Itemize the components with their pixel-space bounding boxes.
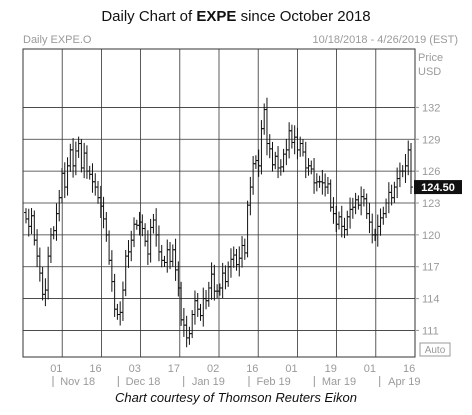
auto-scale-label: Auto (425, 345, 446, 356)
price-axis-title: Price (418, 52, 444, 64)
last-price-label: 124.50 (421, 182, 455, 194)
y-tick-label: 120 (422, 230, 440, 242)
x-month-label: Nov 18 (60, 376, 95, 388)
x-day-label: 16 (403, 363, 415, 375)
ohlc-chart: 111 114 117 120 123 126 129 132 01 16 03 17 02 16 01 19… (22, 48, 462, 388)
auto-scale-button (419, 342, 451, 357)
x-month-label: Mar 19 (322, 376, 356, 388)
x-month-label: Apr 19 (388, 376, 420, 388)
currency-axis-title: USD (418, 66, 442, 78)
ticker-symbol: EXPE (196, 8, 237, 25)
last-price-box (414, 180, 462, 195)
y-tick-label: 114 (422, 294, 440, 306)
x-day-label: 01 (364, 363, 376, 375)
y-tick-label: 111 (422, 325, 439, 337)
y-tick-label: 117 (422, 262, 440, 274)
y-tick-label: 126 (422, 166, 440, 178)
x-day-label: 03 (129, 363, 141, 375)
chart-title: Daily Chart of EXPE since October 2018 (101, 8, 371, 25)
x-day-label: 17 (168, 363, 180, 375)
chart-caption: Chart courtesy of Thomson Reuters Eikon (114, 390, 358, 405)
x-day-label: 16 (89, 363, 101, 375)
instrument-label: Daily EXPE.O (23, 34, 92, 46)
x-month-label: Feb 19 (257, 376, 291, 388)
y-tick-label: 132 (422, 102, 440, 114)
x-day-label: 19 (325, 363, 337, 375)
x-day-label: 02 (207, 363, 219, 375)
date-range-label: 10/18/2018 - 4/26/2019 (EST) (312, 34, 458, 46)
x-month-label: Jan 19 (192, 376, 225, 388)
y-tick-label: 123 (422, 198, 440, 210)
x-month-label: Dec 18 (126, 376, 161, 388)
x-day-label: 01 (285, 363, 297, 375)
x-day-label: 01 (50, 363, 62, 375)
x-day-label: 16 (246, 363, 258, 375)
y-tick-label: 129 (422, 134, 440, 146)
